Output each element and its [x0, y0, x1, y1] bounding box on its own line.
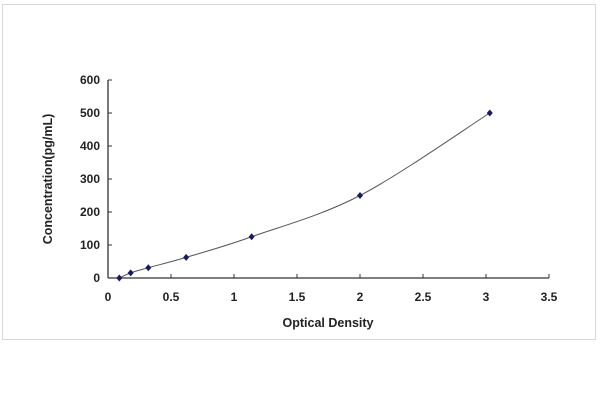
- data-point: [183, 253, 190, 261]
- chart-frame: [2, 4, 596, 340]
- x-tick-label: 3: [483, 290, 490, 304]
- data-point: [145, 264, 152, 272]
- y-tick-label: 500: [80, 106, 100, 120]
- y-tick-label: 600: [80, 73, 100, 87]
- data-point: [127, 269, 134, 277]
- y-tick-label: 100: [80, 238, 100, 252]
- data-point: [248, 233, 255, 241]
- y-axis-label: Concentration(pg/mL): [41, 114, 55, 245]
- data-point: [116, 274, 123, 282]
- x-tick-label: 0: [105, 290, 112, 304]
- x-tick-label: 2.5: [415, 290, 432, 304]
- data-point: [486, 109, 493, 117]
- x-tick-label: 0.5: [163, 290, 180, 304]
- x-tick-label: 3.5: [541, 290, 558, 304]
- y-tick-label: 0: [93, 271, 100, 285]
- fitted-curve: [119, 112, 491, 279]
- data-point: [357, 192, 363, 199]
- x-tick-label: 2: [357, 290, 364, 304]
- x-axis-label: Optical Density: [283, 316, 374, 330]
- x-tick-label: 1.5: [289, 290, 306, 304]
- y-tick-label: 200: [80, 205, 100, 219]
- y-tick-label: 300: [80, 172, 100, 186]
- y-tick-label: 400: [80, 139, 100, 153]
- x-tick-label: 1: [231, 290, 238, 304]
